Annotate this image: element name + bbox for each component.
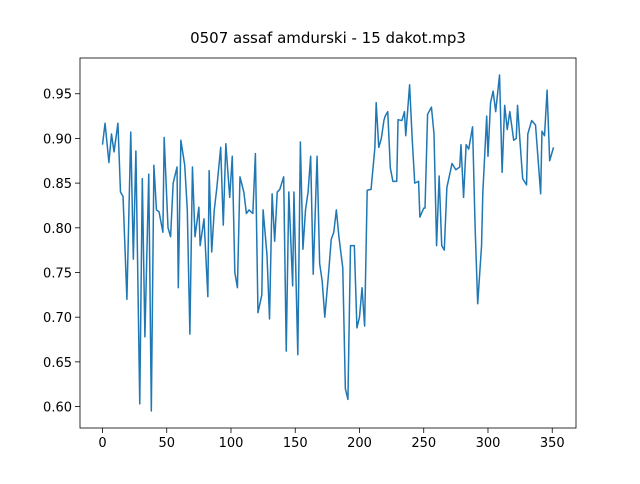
x-tick-label: 100 bbox=[219, 436, 244, 451]
y-tick-label: 0.70 bbox=[43, 311, 72, 326]
y-tick-label: 0.60 bbox=[43, 401, 72, 416]
chart-title: 0507 assaf amdurski - 15 dakot.mp3 bbox=[190, 29, 466, 47]
x-tick-label: 250 bbox=[411, 436, 436, 451]
y-tick-label: 0.65 bbox=[43, 356, 72, 371]
y-tick-label: 0.95 bbox=[43, 88, 72, 103]
x-tick-label: 300 bbox=[476, 436, 501, 451]
y-tick-label: 0.75 bbox=[43, 266, 72, 281]
axes-frame bbox=[79, 57, 577, 429]
x-tick-label: 50 bbox=[158, 436, 175, 451]
x-tick-label: 150 bbox=[283, 436, 308, 451]
y-tick-label: 0.80 bbox=[43, 222, 72, 237]
x-tick-label: 350 bbox=[540, 436, 565, 451]
x-tick-label: 200 bbox=[347, 436, 372, 451]
data-line bbox=[101, 74, 555, 412]
y-tick-label: 0.85 bbox=[43, 177, 72, 192]
y-tick-label: 0.90 bbox=[43, 132, 72, 147]
x-tick-label: 0 bbox=[98, 436, 106, 451]
